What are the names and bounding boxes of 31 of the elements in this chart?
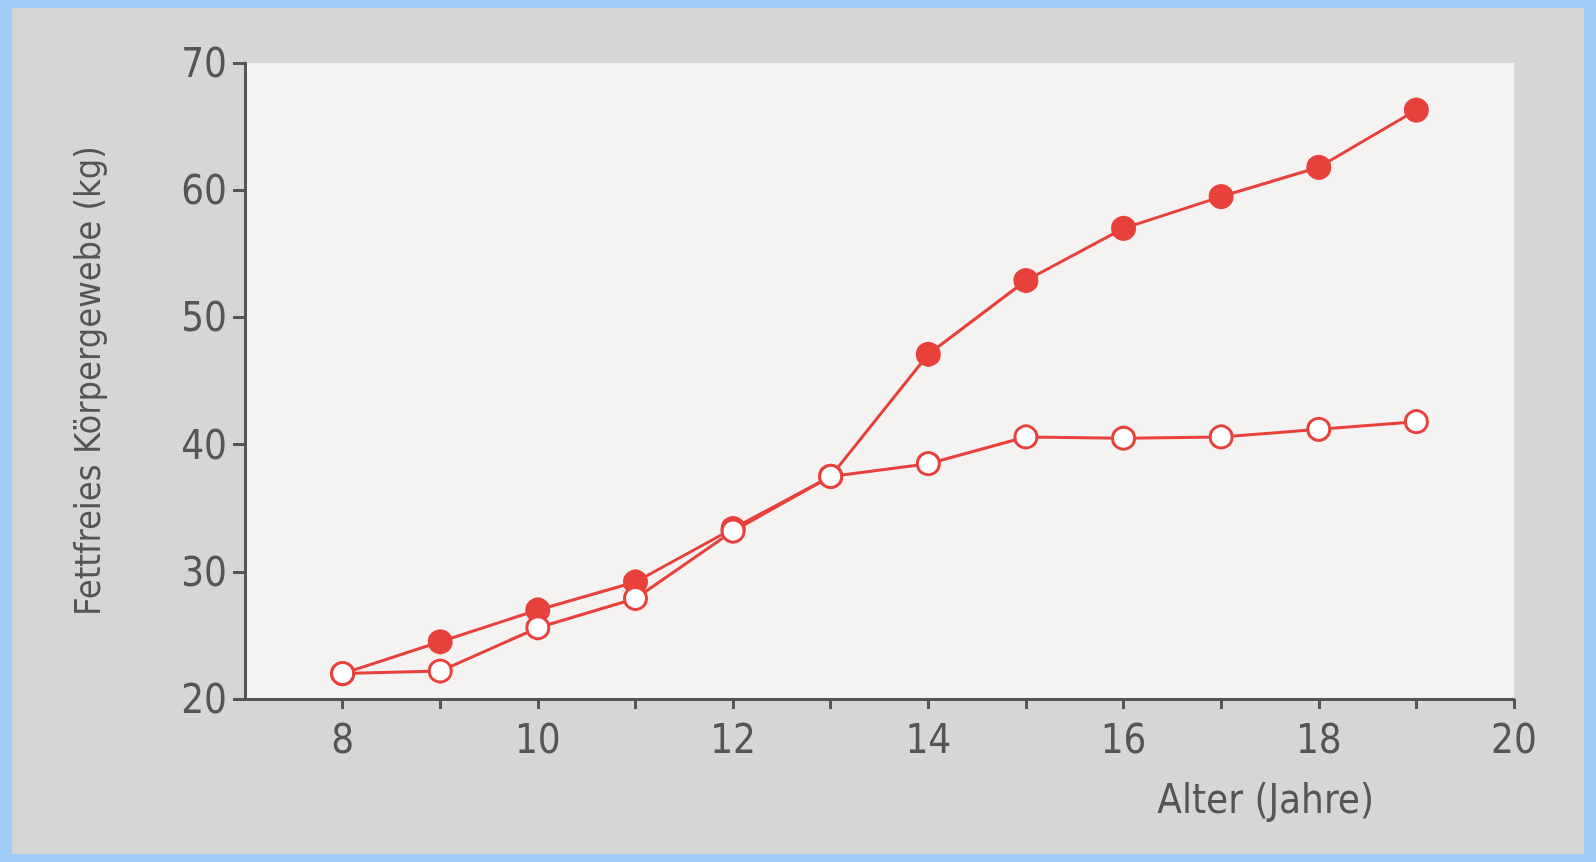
x-tick-label: 16: [1100, 716, 1147, 762]
y-axis-title: Fettfreies Körpergewebe (kg): [66, 146, 108, 616]
y-tick-label: 30: [181, 548, 227, 595]
point: [1306, 154, 1332, 180]
point: [427, 658, 453, 684]
y-tick-label: 50: [181, 294, 227, 341]
y-tick-label: 40: [181, 421, 227, 468]
x-axis-title: Alter (Jahre): [1157, 776, 1374, 822]
point: [1111, 425, 1137, 451]
point: [1306, 416, 1332, 442]
x-tick-label: 10: [514, 716, 561, 762]
point: [1403, 409, 1429, 435]
y-tick-label: 20: [181, 676, 227, 722]
point: [1013, 268, 1039, 294]
point: [1403, 97, 1429, 123]
point: [1111, 215, 1137, 241]
x-tick-label: 20: [1491, 716, 1537, 762]
point: [427, 629, 453, 655]
point: [915, 341, 941, 367]
x-tick-label: 14: [905, 716, 952, 762]
point: [525, 615, 551, 641]
point: [622, 586, 648, 612]
point: [1208, 184, 1234, 210]
y-tick-label: 70: [181, 40, 227, 86]
point: [915, 451, 941, 477]
point: [1013, 424, 1039, 450]
x-tick-label: 8: [331, 716, 355, 762]
x-tick-label: 12: [710, 716, 756, 762]
y-tick-label: 60: [181, 167, 227, 214]
point: [1208, 424, 1234, 450]
x-tick-label: 18: [1295, 716, 1342, 762]
